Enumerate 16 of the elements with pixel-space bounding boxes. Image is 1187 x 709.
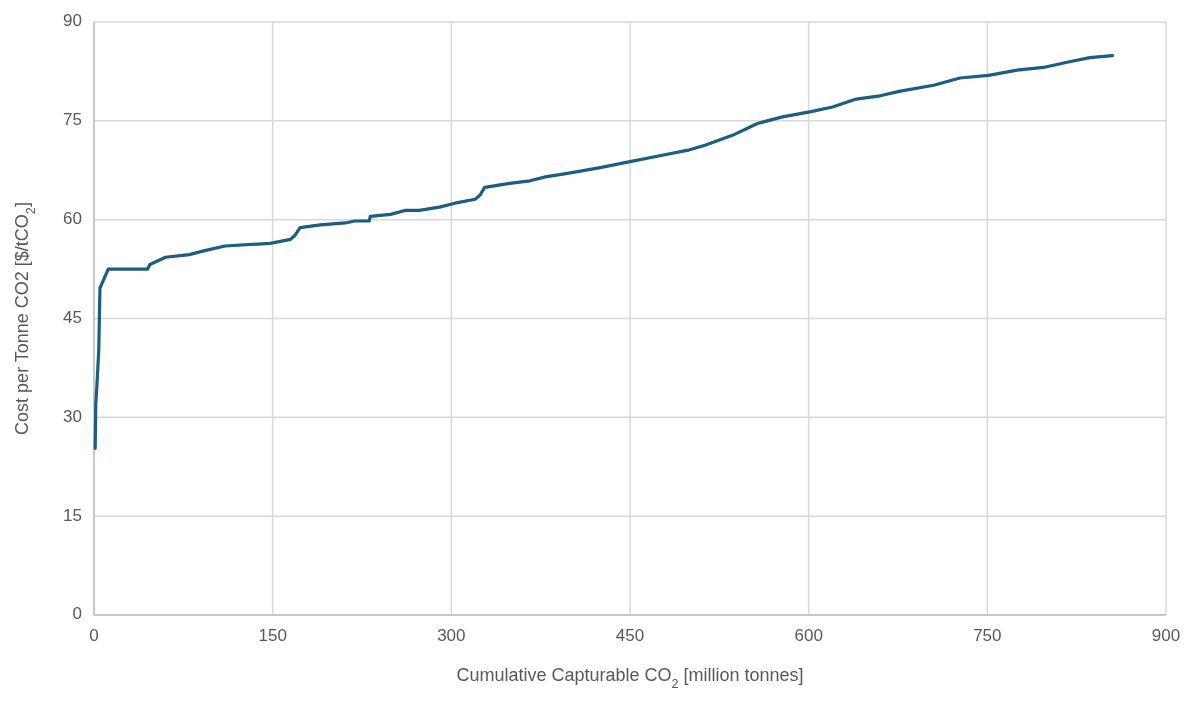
x-tick-label: 750 [973, 626, 1002, 645]
y-tick-label: 60 [63, 209, 82, 229]
x-tick-label: 300 [437, 626, 466, 645]
y-tick-label: 75 [63, 110, 82, 130]
x-tick-label: 900 [1151, 626, 1181, 645]
x-tick-label: 600 [794, 626, 823, 645]
y-tick-label: 0 [72, 604, 82, 624]
x-axis-title: Cumulative Capturable CO$_{2}$ [million tonnes] [456, 665, 804, 691]
y-tick-label: 30 [63, 406, 82, 426]
x-tick-label: 150 [258, 626, 287, 645]
y-tick-label: 45 [63, 307, 82, 327]
line-series [93, 54, 1114, 450]
x-tick-label: 450 [615, 626, 645, 645]
x-tick-label: 0 [89, 626, 99, 645]
y-tick-label: 15 [63, 505, 82, 525]
y-tick-label: 90 [63, 11, 82, 31]
